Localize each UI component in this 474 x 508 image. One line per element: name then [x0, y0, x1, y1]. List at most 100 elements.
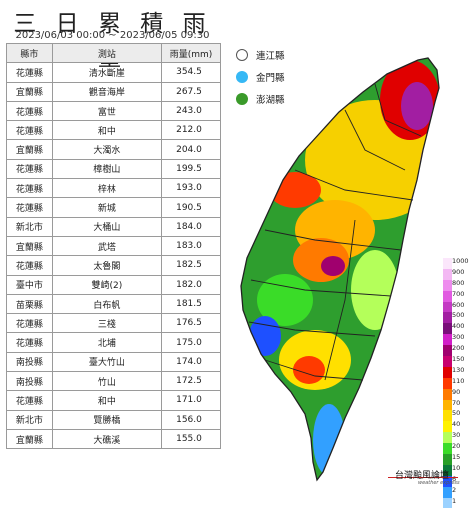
- scale-label: 1000: [452, 257, 469, 265]
- legend-item-lienchiang: 連江縣: [236, 44, 285, 66]
- cell-county: 花蓮縣: [6, 62, 53, 83]
- cell-county: 苗栗縣: [6, 293, 53, 315]
- cell-county: 花蓮縣: [6, 332, 53, 353]
- header-rainfall: 雨量(mm): [161, 42, 221, 64]
- scale-swatch: [443, 432, 452, 444]
- brand-logo-text: 台灣颱風論壇: [395, 471, 450, 481]
- scale-label: 900: [452, 267, 465, 276]
- scale-label: 50: [452, 409, 461, 418]
- scale-label: 30: [452, 431, 461, 440]
- cell-station: 大礁溪: [51, 428, 163, 450]
- cell-rainfall: 171.0: [161, 390, 221, 411]
- table-row: 宜蘭縣 觀音海岸 267.5: [6, 81, 221, 102]
- scale-swatch: [443, 312, 452, 324]
- cell-station: 和中: [51, 120, 163, 141]
- scale-swatch: [443, 399, 452, 411]
- cell-rainfall: 182.0: [161, 274, 221, 295]
- cell-county: 南投縣: [6, 371, 53, 392]
- scale-swatch: [443, 334, 452, 346]
- scale-label: 800: [452, 278, 465, 287]
- cell-station: 覽勝橋: [51, 409, 163, 430]
- cell-station: 竹山: [51, 371, 163, 392]
- table-row: 南投縣 臺大竹山 174.0: [6, 351, 221, 373]
- table-row: 宜蘭縣 大濁水 204.0: [6, 139, 221, 160]
- table-row: 宜蘭縣 大礁溪 155.0: [6, 428, 221, 450]
- scale-label: 500: [452, 311, 465, 320]
- scale-label: 10: [452, 463, 461, 472]
- table-row: 花蓮縣 三棧 176.5: [6, 313, 221, 334]
- cell-county: 宜蘭縣: [6, 428, 53, 450]
- cell-rainfall: 193.0: [161, 178, 221, 199]
- scale-swatch: [443, 497, 452, 508]
- scale-label: 600: [452, 300, 465, 309]
- scale-label: 15: [452, 453, 461, 462]
- cell-station: 和中: [51, 390, 163, 411]
- table-row: 花蓮縣 梓林 193.0: [6, 178, 221, 199]
- island-marker-icon: [236, 71, 248, 83]
- table-row: 花蓮縣 富世 243.0: [6, 100, 221, 122]
- cell-rainfall: 182.5: [161, 255, 221, 276]
- scale-label: 2: [452, 485, 457, 494]
- scale-label: 200: [452, 344, 465, 353]
- cell-station: 觀音海岸: [51, 81, 163, 102]
- cell-rainfall: 156.0: [161, 409, 221, 430]
- island-legend: 連江縣 金門縣 澎湖縣: [236, 44, 285, 110]
- scale-swatch: [443, 356, 452, 367]
- scale-label: 6: [452, 474, 457, 483]
- table-header-row: 縣市 測站 雨量(mm): [6, 42, 221, 64]
- cell-rainfall: 267.5: [161, 81, 221, 102]
- scale-swatch: [443, 323, 452, 335]
- scale-swatch: [443, 421, 452, 433]
- table-row: 南投縣 竹山 172.5: [6, 371, 221, 392]
- legend-label: 連江縣: [256, 51, 285, 62]
- scale-label: 150: [452, 355, 465, 364]
- scale-swatch: [443, 377, 452, 389]
- header-county: 縣市: [6, 42, 53, 64]
- rainfall-scale-labels: 1000 900 800 700 600 500 400 300 200 150 130 110 90 7…: [452, 256, 469, 506]
- cell-rainfall: 181.5: [161, 293, 221, 315]
- scale-swatch: [443, 443, 452, 455]
- legend-item-kinmen: 金門縣: [236, 66, 285, 88]
- cell-station: 富世: [51, 100, 163, 122]
- cell-rainfall: 175.0: [161, 332, 221, 353]
- cell-station: 臺大竹山: [51, 351, 163, 373]
- scale-label: 700: [452, 289, 465, 298]
- scale-label: 20: [452, 442, 461, 451]
- scale-label: 300: [452, 333, 465, 342]
- cell-rainfall: 354.5: [161, 62, 221, 83]
- legend-label: 金門縣: [256, 73, 285, 84]
- cell-station: 白布帆: [51, 293, 163, 315]
- rainfall-color-scale: [443, 258, 452, 508]
- scale-label: 110: [452, 376, 465, 385]
- date-range: 2023/06/03 00:00 ~ 2023/06/05 09:30: [15, 30, 210, 41]
- cell-county: 花蓮縣: [6, 158, 53, 180]
- cell-county: 宜蘭縣: [6, 235, 53, 257]
- cell-county: 花蓮縣: [6, 178, 53, 199]
- scale-swatch: [443, 258, 452, 269]
- cell-county: 花蓮縣: [6, 100, 53, 122]
- cell-station: 三棧: [51, 313, 163, 334]
- brand-underline: [388, 477, 458, 478]
- brand-subtitle: weather express: [418, 480, 460, 486]
- scale-swatch: [443, 290, 452, 302]
- scale-swatch: [443, 388, 452, 400]
- legend-item-penghu: 澎湖縣: [236, 88, 285, 110]
- cell-county: 宜蘭縣: [6, 139, 53, 160]
- cell-station: 武塔: [51, 235, 163, 257]
- island-marker-icon: [236, 49, 248, 61]
- cell-station: 樟樹山: [51, 158, 163, 180]
- table-row: 花蓮縣 和中 171.0: [6, 390, 221, 411]
- scale-swatch: [443, 345, 452, 357]
- table-row: 花蓮縣 新城 190.5: [6, 197, 221, 218]
- table-row: 花蓮縣 樟樹山 199.5: [6, 158, 221, 180]
- scale-swatch: [443, 454, 452, 465]
- scale-swatch: [443, 301, 452, 313]
- scale-swatch: [443, 366, 452, 378]
- cell-county: 臺中市: [6, 274, 53, 295]
- scale-label: 90: [452, 387, 461, 396]
- table-row: 花蓮縣 和中 212.0: [6, 120, 221, 141]
- table-row: 花蓮縣 清水斷崖 354.5: [6, 62, 221, 83]
- legend-label: 澎湖縣: [256, 95, 285, 106]
- cell-county: 花蓮縣: [6, 120, 53, 141]
- cell-county: 新北市: [6, 216, 53, 237]
